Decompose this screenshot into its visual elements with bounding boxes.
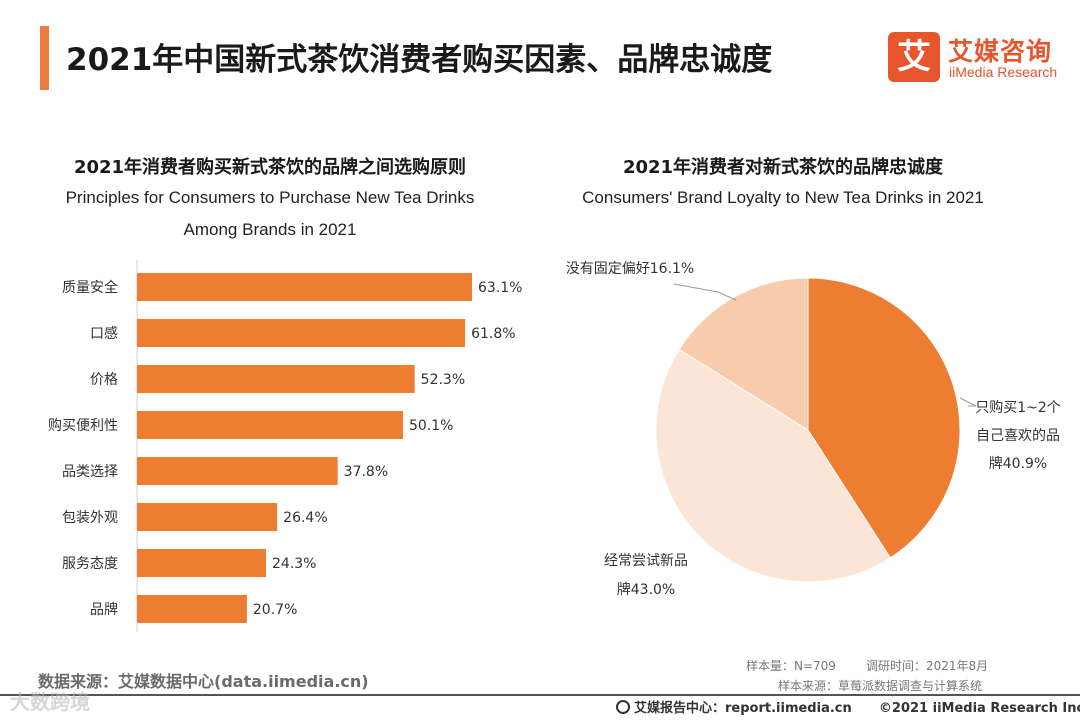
survey-time: 调研时间：2021年8月 <box>866 659 989 673</box>
bar-category-label: 服务态度 <box>62 556 118 572</box>
bar-7 <box>137 595 247 623</box>
bar-value-label: 37.8% <box>344 464 388 480</box>
pie-slice-0 <box>807 277 961 559</box>
bar-5 <box>137 503 278 531</box>
pie-label-1: 牌43.0% <box>617 581 675 598</box>
bar-value-label: 63.1% <box>478 280 522 296</box>
data-source: 数据来源：艾媒数据中心(data.iimedia.cn) <box>38 672 369 691</box>
bar-3 <box>137 411 403 439</box>
bar-4 <box>137 457 338 485</box>
title-accent-bar <box>40 26 49 90</box>
bar-category-label: 质量安全 <box>62 279 118 296</box>
pie-chart-title-en: Consumers' Brand Loyalty to New Tea Drin… <box>582 188 984 207</box>
bar-chart-title-en: Principles for Consumers to Purchase New… <box>20 182 520 246</box>
pie-slice-2 <box>678 277 809 431</box>
page-title: 2021年中国新式茶饮消费者购买因素、品牌忠诚度 <box>66 42 773 78</box>
bar-2 <box>137 365 415 393</box>
globe-icon <box>616 700 630 714</box>
bar-category-label: 品类选择 <box>62 464 118 480</box>
bar-value-label: 61.8% <box>471 326 515 342</box>
bar-chart-title-cn: 2021年消费者购买新式茶饮的品牌之间选购原则 <box>73 157 467 178</box>
bar-category-label: 包装外观 <box>62 510 118 526</box>
bar-value-label: 52.3% <box>421 372 465 388</box>
bar-6 <box>137 549 267 577</box>
copyright: ©2021 iiMedia Research Inc <box>878 701 1080 716</box>
pie-label-0: 牌40.9% <box>989 455 1047 472</box>
pie-chart-title-cn: 2021年消费者对新式茶饮的品牌忠诚度 <box>622 157 944 178</box>
bar-chart-title-en-line1: Principles for Consumers to Purchase New… <box>65 188 475 207</box>
bar-1 <box>137 319 466 347</box>
logo-mark: 艾 <box>888 32 940 82</box>
pie-label-0: 自己喜欢的品 <box>976 428 1060 444</box>
pie-leader-line <box>673 283 737 301</box>
report-center-link[interactable]: 艾媒报告中心：report.iimedia.cn <box>634 701 852 716</box>
pie-label-2: 没有固定偏好16.1% <box>566 261 694 277</box>
pie-label-0: 只购买1~2个 <box>975 400 1061 416</box>
bar-category-label: 品牌 <box>90 601 118 618</box>
bar-0 <box>137 273 472 301</box>
bar-chart: 质量安全 63.1% 口感 61.8% 价格 52.3% 购买便利性 50.1% 品类选择 37.… <box>48 260 522 632</box>
sample-source: 样本来源：草莓派数据调查与计算系统 <box>778 679 983 693</box>
sample-size: 样本量：N=709 <box>746 659 836 673</box>
bar-value-label: 24.3% <box>272 556 316 572</box>
pie-label-1: 经常尝试新品 <box>604 553 688 569</box>
bar-category-label: 购买便利性 <box>48 418 118 434</box>
bar-category-label: 价格 <box>90 372 118 388</box>
bar-chart-title-en-line2: Among Brands in 2021 <box>183 220 357 239</box>
bar-value-label: 20.7% <box>253 602 297 618</box>
footer-links: 艾媒报告中心：report.iimedia.cn ©2021 iiMedia R… <box>616 697 1080 716</box>
bar-category-label: 口感 <box>90 325 118 342</box>
logo-cn-text: 艾媒咨询 <box>948 37 1053 66</box>
logo-en-text: iiMedia Research <box>949 64 1058 80</box>
iimedia-logo: 艾 艾媒咨询 iiMedia Research <box>888 30 1068 86</box>
bar-value-label: 50.1% <box>409 418 453 434</box>
footer-divider <box>0 694 1080 696</box>
watermark: 大数跨境 <box>10 690 90 714</box>
pie-leader-line <box>959 397 977 407</box>
bar-value-label: 26.4% <box>283 510 327 526</box>
pie-slice-1 <box>655 348 891 583</box>
